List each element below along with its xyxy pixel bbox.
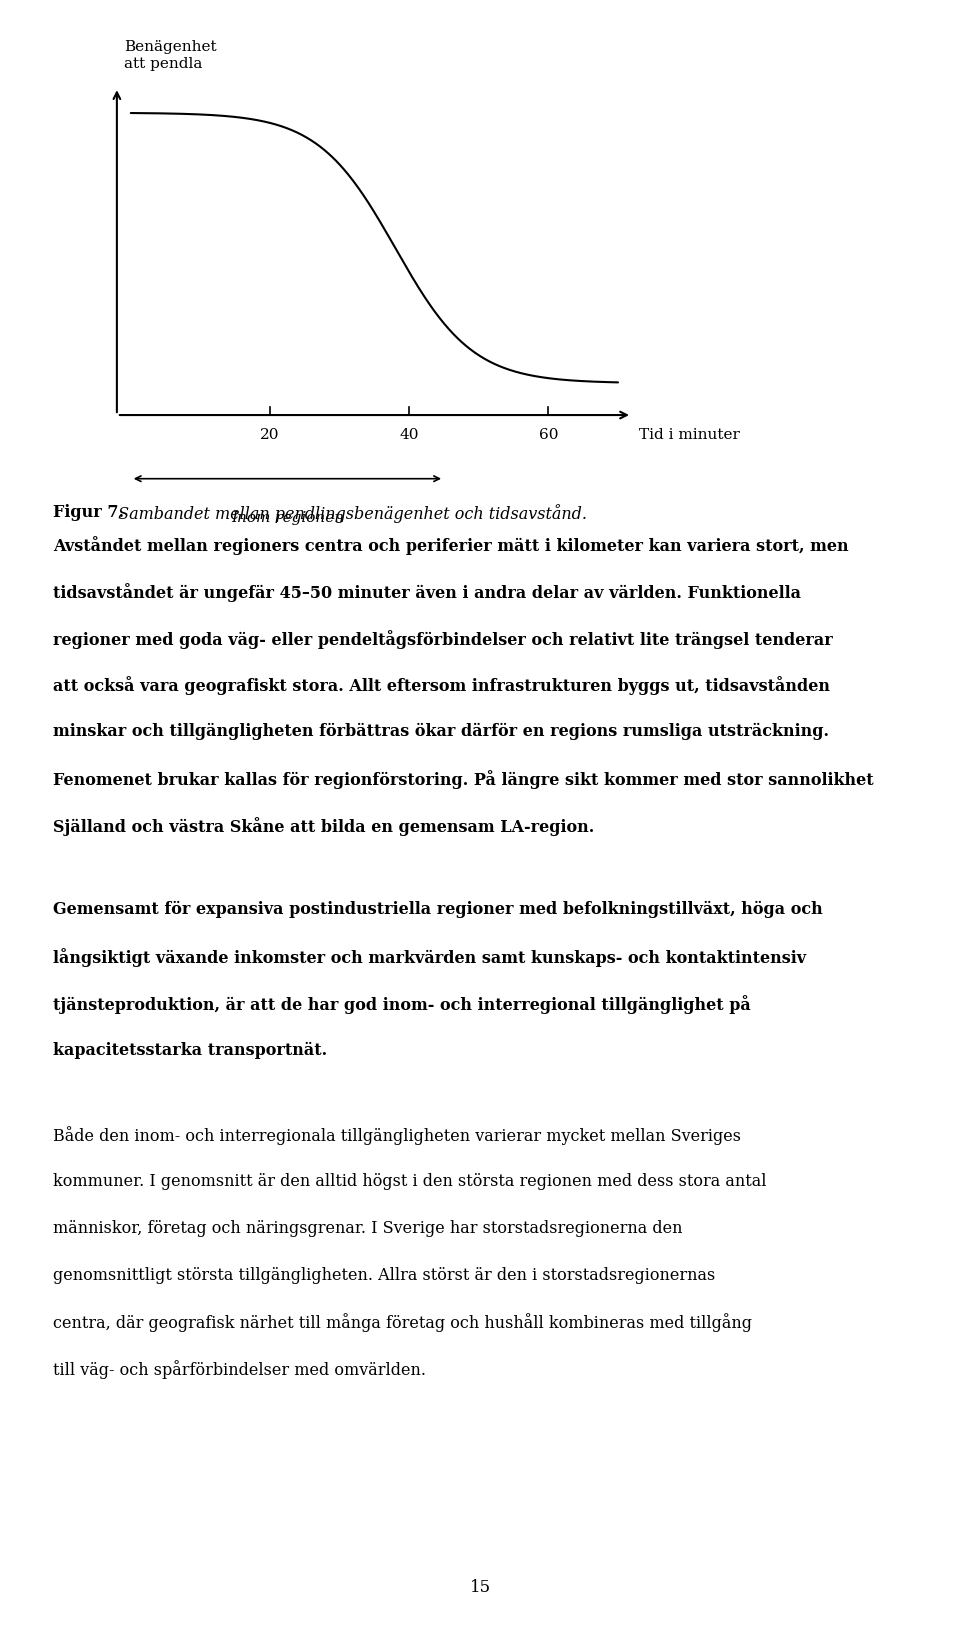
Text: regioner med goda väg- eller pendeltågsförbindelser och relativt lite trängsel t: regioner med goda väg- eller pendeltågsf… — [53, 629, 832, 648]
Text: tidsavståndet är ungefär 45–50 minuter även i andra delar av världen. Funktionel: tidsavståndet är ungefär 45–50 minuter ä… — [53, 583, 801, 601]
Text: kapacitetsstarka transportnät.: kapacitetsstarka transportnät. — [53, 1042, 327, 1060]
Text: långsiktigt växande inkomster och markvärden samt kunskaps- och kontaktintensiv: långsiktigt växande inkomster och markvä… — [53, 947, 806, 967]
Text: 40: 40 — [399, 427, 419, 442]
Text: Figur 7.: Figur 7. — [53, 504, 124, 520]
Text: Gemensamt för expansiva postindustriella regioner med befolkningstillväxt, höga : Gemensamt för expansiva postindustriella… — [53, 902, 823, 918]
Text: minskar och tillgängligheten förbättras ökar därför en regions rumsliga utsträck: minskar och tillgängligheten förbättras … — [53, 723, 828, 741]
Text: Inom regionen: Inom regionen — [230, 510, 344, 525]
Text: Benägenhet
att pendla: Benägenhet att pendla — [124, 41, 216, 72]
Text: Både den inom- och interregionala tillgängligheten varierar mycket mellan Sverig: Både den inom- och interregionala tillgä… — [53, 1126, 741, 1146]
Text: centra, där geografisk närhet till många företag och hushåll kombineras med till: centra, där geografisk närhet till många… — [53, 1313, 752, 1332]
Text: Fenomenet brukar kallas för regionförstoring. På längre sikt kommer med stor san: Fenomenet brukar kallas för regionförsto… — [53, 770, 874, 790]
Text: människor, företag och näringsgrenar. I Sverige har storstadsregionerna den: människor, företag och näringsgrenar. I … — [53, 1220, 683, 1237]
Text: kommuner. I genomsnitt är den alltid högst i den största regionen med dess stora: kommuner. I genomsnitt är den alltid hög… — [53, 1173, 766, 1190]
Text: 20: 20 — [260, 427, 279, 442]
Text: Avståndet mellan regioners centra och periferier mätt i kilometer kan variera st: Avståndet mellan regioners centra och pe… — [53, 536, 849, 554]
Text: genomsnittligt största tillgängligheten. Allra störst är den i storstadsregioner: genomsnittligt största tillgängligheten.… — [53, 1266, 715, 1284]
Text: tjänsteproduktion, är att de har god inom- och interregional tillgänglighet på: tjänsteproduktion, är att de har god ino… — [53, 994, 751, 1014]
Text: Tid i minuter: Tid i minuter — [639, 427, 740, 442]
Text: 60: 60 — [539, 427, 558, 442]
Text: Själland och västra Skåne att bilda en gemensam LA-region.: Själland och västra Skåne att bilda en g… — [53, 817, 594, 835]
Text: 15: 15 — [469, 1580, 491, 1596]
Text: att också vara geografiskt stora. Allt eftersom infrastrukturen byggs ut, tidsav: att också vara geografiskt stora. Allt e… — [53, 676, 829, 696]
Text: till väg- och spårförbindelser med omvärlden.: till väg- och spårförbindelser med omvär… — [53, 1360, 426, 1380]
Text: Sambandet mellan pendlingsbenägenhet och tidsavstånd.: Sambandet mellan pendlingsbenägenhet och… — [113, 504, 588, 523]
